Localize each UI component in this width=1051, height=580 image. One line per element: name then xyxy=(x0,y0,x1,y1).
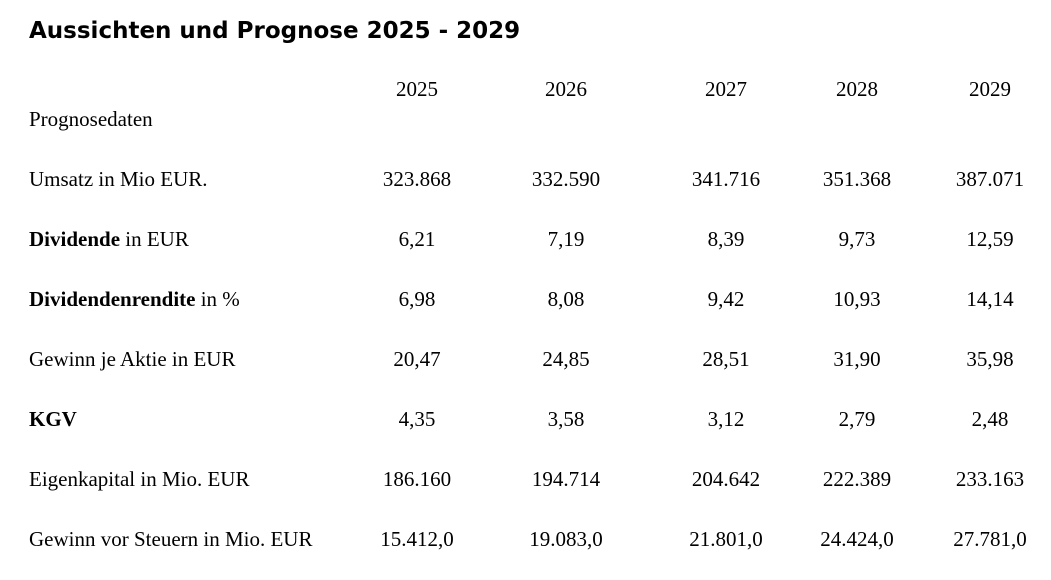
row-label: Umsatz in Mio EUR. xyxy=(29,164,208,194)
table-cell: 204.642 xyxy=(691,467,761,491)
table-cell: 341.716 xyxy=(691,167,761,191)
row-label: Eigenkapital in Mio. EUR xyxy=(29,464,249,494)
row-label-text: Gewinn je Aktie in EUR xyxy=(29,347,236,371)
table-cell: 194.714 xyxy=(531,467,601,491)
table-cell: 6,21 xyxy=(398,227,436,251)
table-cell: 3,58 xyxy=(547,407,585,431)
year-header: 2026 xyxy=(545,77,587,101)
row-label-text: Gewinn vor Steuern in Mio. EUR xyxy=(29,527,313,551)
table-cell: 6,98 xyxy=(398,287,436,311)
table-cell: 12,59 xyxy=(966,227,1014,251)
row-label-bold: KGV xyxy=(29,407,77,431)
table-cell: 24.424,0 xyxy=(820,527,894,551)
table-cell: 20,47 xyxy=(393,347,441,371)
table-cell: 2,79 xyxy=(838,407,876,431)
table-cell: 387.071 xyxy=(955,167,1025,191)
table-cell: 351.368 xyxy=(822,167,892,191)
table-cell: 3,12 xyxy=(707,407,745,431)
row-label-bold: Dividende xyxy=(29,227,121,251)
section-label: Prognosedaten xyxy=(29,107,153,131)
row-label: KGV xyxy=(29,404,77,434)
table-cell: 15.412,0 xyxy=(380,527,454,551)
table-cell: 35,98 xyxy=(966,347,1014,371)
row-label-text: Eigenkapital in Mio. EUR xyxy=(29,467,250,491)
table-cell: 27.781,0 xyxy=(953,527,1027,551)
page-title: Aussichten und Prognose 2025 - 2029 xyxy=(29,18,521,44)
year-header: 2028 xyxy=(836,77,878,101)
row-label: Gewinn vor Steuern in Mio. EUR xyxy=(29,524,312,554)
table-cell: 19.083,0 xyxy=(529,527,603,551)
row-label-text: in EUR xyxy=(120,227,189,251)
row-label: Dividendenrendite in % xyxy=(29,284,240,314)
table-cell: 9,73 xyxy=(838,227,876,251)
table-cell: 21.801,0 xyxy=(689,527,763,551)
table-cell: 222.389 xyxy=(822,467,892,491)
table-cell: 233.163 xyxy=(955,467,1025,491)
table-cell: 24,85 xyxy=(542,347,590,371)
year-header: 2029 xyxy=(969,77,1011,101)
table-cell: 2,48 xyxy=(971,407,1009,431)
table-cell: 7,19 xyxy=(547,227,585,251)
table-cell: 14,14 xyxy=(966,287,1014,311)
table-cell: 8,08 xyxy=(547,287,585,311)
table-cell: 10,93 xyxy=(833,287,881,311)
table-cell: 4,35 xyxy=(398,407,436,431)
row-label-bold: Dividendenrendite xyxy=(29,287,196,311)
row-label-text: Umsatz in Mio EUR. xyxy=(29,167,208,191)
year-header: 2025 xyxy=(396,77,438,101)
row-label: Gewinn je Aktie in EUR xyxy=(29,344,235,374)
table-cell: 9,42 xyxy=(707,287,745,311)
table-cell: 332.590 xyxy=(531,167,601,191)
row-label-text: in % xyxy=(195,287,240,311)
table-cell: 31,90 xyxy=(833,347,881,371)
table-cell: 8,39 xyxy=(707,227,745,251)
year-header: 2027 xyxy=(705,77,747,101)
table-cell: 186.160 xyxy=(382,467,452,491)
table-cell: 323.868 xyxy=(382,167,452,191)
row-label: Dividende in EUR xyxy=(29,224,189,254)
table-cell: 28,51 xyxy=(702,347,750,371)
